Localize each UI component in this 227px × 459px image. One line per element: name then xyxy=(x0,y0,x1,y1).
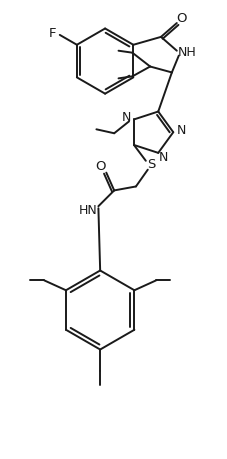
Text: S: S xyxy=(147,158,155,171)
Text: NH: NH xyxy=(177,46,195,59)
Text: O: O xyxy=(95,160,105,173)
Text: F: F xyxy=(49,28,56,40)
Text: N: N xyxy=(121,111,130,124)
Text: HN: HN xyxy=(79,204,97,217)
Text: N: N xyxy=(176,124,185,137)
Text: N: N xyxy=(158,151,167,164)
Text: O: O xyxy=(176,11,186,25)
